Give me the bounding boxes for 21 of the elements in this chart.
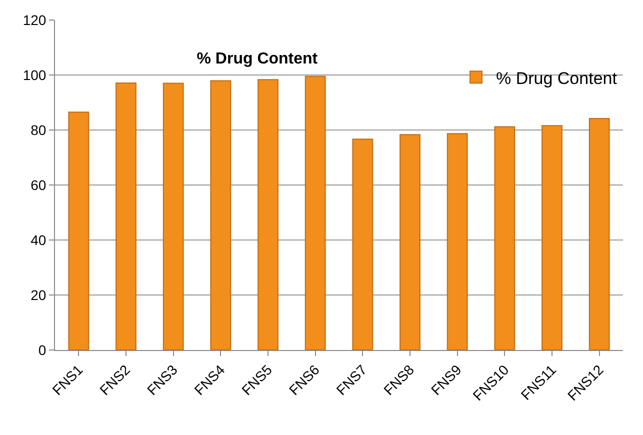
- y-tick-label: 60: [30, 176, 46, 193]
- bar: [304, 76, 326, 350]
- bar: [210, 80, 232, 350]
- y-tick-label: 100: [22, 66, 46, 83]
- bar: [542, 125, 562, 350]
- bar: [68, 112, 90, 350]
- y-tick-label: 40: [30, 232, 46, 248]
- bar: [588, 118, 610, 350]
- y-tick-label: 20: [30, 286, 46, 303]
- y-tick-label: 0: [38, 342, 46, 358]
- bar: [352, 138, 374, 350]
- bar: [258, 79, 278, 350]
- bar: [116, 82, 136, 350]
- legend-label: % Drug Content: [496, 68, 618, 88]
- bar: [400, 134, 420, 350]
- bar: [446, 133, 468, 350]
- y-tick-label: 120: [22, 12, 46, 28]
- y-tick-label: 80: [30, 122, 46, 138]
- bar: [494, 126, 516, 350]
- text: % Drug Content: [196, 50, 318, 68]
- bar: [162, 82, 184, 350]
